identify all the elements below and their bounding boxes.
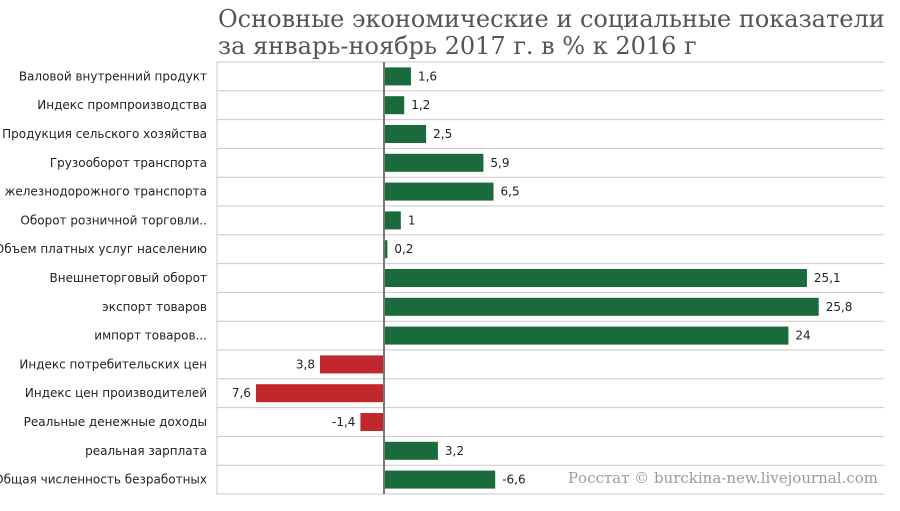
value-label: -1,4: [332, 415, 355, 429]
bar: [384, 125, 427, 143]
bar: [384, 297, 819, 316]
chart-title-line1: Основные экономические и социальные пока…: [218, 5, 885, 33]
value-label: 24: [795, 329, 810, 343]
bar: [384, 182, 494, 201]
category-label: Индекс цен производителей: [25, 386, 207, 400]
bar: [384, 470, 496, 489]
chart-title: Основные экономические и социальные пока…: [218, 6, 888, 60]
bar: [384, 240, 388, 259]
value-label: -6,6: [502, 473, 525, 487]
bar: [255, 384, 384, 403]
value-label: 25,1: [814, 271, 841, 285]
value-label: 5,9: [490, 156, 509, 170]
value-label: 7,6: [232, 386, 251, 400]
category-label: Индекс промпроизводства: [37, 98, 207, 112]
bar: [384, 441, 438, 460]
bar: [384, 153, 484, 172]
source-watermark: Росстат © burckina-new.livejournal.com: [567, 469, 878, 487]
value-label: 3,8: [296, 357, 315, 371]
category-label: Внешнеторговый оборот: [50, 271, 207, 285]
value-label: 1,6: [418, 69, 437, 83]
value-label: 1: [408, 213, 416, 227]
value-label: 25,8: [826, 300, 853, 314]
category-label: Оборот розничной торговли..: [20, 213, 207, 227]
category-label: Реальные денежные доходы: [24, 415, 207, 429]
bar: [384, 269, 807, 287]
bar: [360, 413, 384, 431]
bar: [319, 355, 384, 374]
chart-subtitle: за январь-ноябрь 2017 г. в % к 2016 г: [218, 32, 697, 60]
value-label: 1,2: [411, 98, 430, 112]
category-label: импорт товаров...: [94, 329, 207, 343]
bar: [384, 211, 401, 230]
category-label: экспорт товаров: [102, 300, 207, 314]
bar: [384, 96, 405, 115]
value-label: 6,5: [501, 185, 520, 199]
category-label: Грузооборот транспорта: [50, 156, 207, 170]
value-label: 2,5: [433, 127, 452, 141]
value-label: 3,2: [445, 444, 464, 458]
category-label: Объем платных услуг населению: [0, 242, 207, 256]
value-label: 0,2: [394, 242, 413, 256]
bar: [384, 326, 789, 345]
category-label: Индекс потребительских цен: [19, 357, 207, 371]
bar: [384, 67, 411, 86]
category-label: Продукция сельского хозяйства: [2, 127, 207, 141]
category-label: Общая численность безработных: [0, 473, 207, 487]
category-label: железнодорожного транспорта: [5, 185, 207, 199]
category-label: Валовой внутренний продукт: [19, 69, 207, 83]
category-label: реальная зарплата: [85, 444, 207, 458]
